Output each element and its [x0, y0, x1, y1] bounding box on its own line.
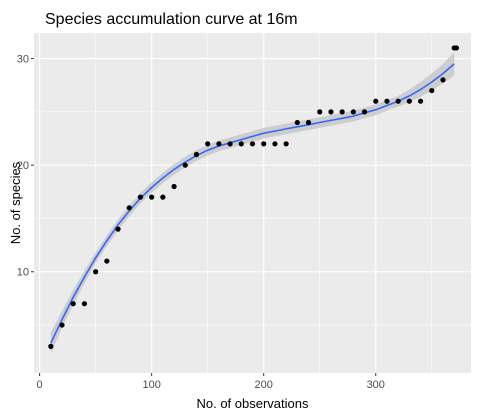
- data-point: [205, 141, 211, 147]
- plot-panel: [34, 33, 471, 373]
- data-point: [104, 258, 110, 264]
- data-point: [440, 77, 446, 83]
- x-tick-label: 0: [37, 379, 43, 391]
- data-point: [115, 226, 121, 232]
- data-point: [182, 162, 188, 168]
- data-point: [249, 141, 256, 147]
- data-point: [395, 98, 401, 104]
- data-point: [406, 98, 412, 104]
- smooth-line: [50, 63, 455, 344]
- data-point: [160, 194, 166, 200]
- y-tick-label: 20: [17, 160, 29, 172]
- data-point: [417, 98, 424, 104]
- data-point: [453, 45, 460, 51]
- y-tick-label: 10: [17, 267, 29, 279]
- data-point: [328, 109, 334, 115]
- grid-major: [34, 33, 471, 373]
- x-axis-ticks: 0 100 200 300: [37, 373, 385, 391]
- data-point: [126, 205, 132, 211]
- data-point: [261, 141, 267, 147]
- data-point: [227, 141, 233, 147]
- data-point: [59, 322, 65, 328]
- data-point: [81, 301, 88, 307]
- data-point: [272, 141, 278, 147]
- data-point: [70, 301, 76, 307]
- data-point: [294, 119, 300, 126]
- data-point: [305, 119, 312, 126]
- data-point: [384, 98, 390, 104]
- data-point: [373, 98, 379, 104]
- points-layer: [48, 45, 460, 349]
- data-point: [216, 141, 222, 147]
- y-tick-label: 30: [17, 54, 29, 66]
- x-tick-label: 100: [142, 379, 160, 391]
- data-point: [283, 141, 289, 147]
- data-point: [317, 109, 323, 115]
- x-axis-title: No. of observations: [196, 396, 309, 411]
- data-point: [149, 194, 155, 200]
- y-axis-title: No. of species: [8, 161, 23, 244]
- data-point: [48, 343, 54, 349]
- chart-title: Species accumulation curve at 16m: [45, 11, 298, 28]
- y-axis-ticks: 10 20 30: [17, 54, 34, 279]
- data-point: [361, 109, 368, 115]
- data-point: [193, 151, 200, 158]
- data-point: [429, 87, 435, 94]
- data-point: [93, 269, 99, 275]
- data-point: [350, 109, 356, 115]
- data-point: [137, 194, 144, 200]
- data-point: [339, 109, 345, 115]
- x-tick-label: 200: [255, 379, 273, 391]
- x-tick-label: 300: [367, 379, 385, 391]
- data-point: [171, 183, 177, 190]
- data-point: [238, 141, 244, 147]
